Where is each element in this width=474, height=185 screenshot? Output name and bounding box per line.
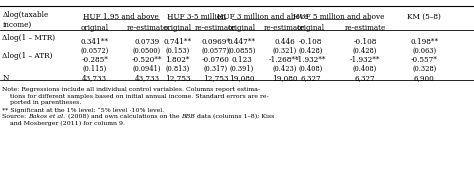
Text: (0.317): (0.317) bbox=[204, 65, 228, 73]
Text: (0.0577): (0.0577) bbox=[201, 47, 230, 55]
Text: -1.268**: -1.268** bbox=[269, 56, 300, 64]
Text: -0.557*: -0.557* bbox=[411, 56, 438, 64]
Text: -0.520**: -0.520** bbox=[132, 56, 162, 64]
Text: tions for different samples based on initial annual income. Standard errors are : tions for different samples based on ini… bbox=[2, 94, 269, 99]
Text: re-estimate: re-estimate bbox=[126, 24, 168, 32]
Text: -0.108: -0.108 bbox=[353, 38, 377, 46]
Text: (0.153): (0.153) bbox=[165, 47, 190, 55]
Text: 0.447**: 0.447** bbox=[228, 38, 256, 46]
Text: 43,733: 43,733 bbox=[135, 74, 159, 82]
Text: (0.408): (0.408) bbox=[298, 65, 323, 73]
Text: and Mosberger (2011) for column 9.: and Mosberger (2011) for column 9. bbox=[2, 121, 125, 126]
Text: original: original bbox=[296, 24, 325, 32]
Text: Δlog(1 – MTR): Δlog(1 – MTR) bbox=[2, 34, 55, 42]
Text: original: original bbox=[164, 24, 192, 32]
Text: KM (5–8): KM (5–8) bbox=[407, 13, 441, 21]
Text: (0.063): (0.063) bbox=[412, 47, 436, 55]
Text: 0.0739: 0.0739 bbox=[134, 38, 160, 46]
Text: original: original bbox=[81, 24, 109, 32]
Text: 19,080: 19,080 bbox=[229, 74, 255, 82]
Text: 0.198**: 0.198** bbox=[410, 38, 438, 46]
Text: (0.328): (0.328) bbox=[412, 65, 437, 73]
Text: HUF 3-5 million: HUF 3-5 million bbox=[167, 13, 226, 21]
Text: -0.108: -0.108 bbox=[299, 38, 322, 46]
Text: (0.391): (0.391) bbox=[229, 65, 254, 73]
Text: (0.0500): (0.0500) bbox=[133, 47, 161, 55]
Text: (0.0855): (0.0855) bbox=[228, 47, 256, 55]
Text: (0.423): (0.423) bbox=[272, 65, 297, 73]
Text: (0.428): (0.428) bbox=[298, 47, 323, 55]
Text: Δlog(1 – ATR): Δlog(1 – ATR) bbox=[2, 52, 53, 60]
Text: re-estimate: re-estimate bbox=[264, 24, 305, 32]
Text: (0.115): (0.115) bbox=[82, 65, 107, 73]
Text: HUF 1.95 and above: HUF 1.95 and above bbox=[83, 13, 159, 21]
Text: Source:: Source: bbox=[2, 114, 28, 119]
Text: 19,080: 19,080 bbox=[272, 74, 297, 82]
Text: -0.0760: -0.0760 bbox=[202, 56, 229, 64]
Text: Δlog(taxable
income): Δlog(taxable income) bbox=[2, 11, 49, 29]
Text: (0.321): (0.321) bbox=[272, 47, 297, 55]
Text: re-estimate: re-estimate bbox=[344, 24, 386, 32]
Text: -1.932**: -1.932** bbox=[295, 56, 326, 64]
Text: 1.802*: 1.802* bbox=[165, 56, 190, 64]
Text: 43,733: 43,733 bbox=[82, 74, 107, 82]
Text: ** Significant at the 1% level; “5% level ·10% level.: ** Significant at the 1% level; “5% leve… bbox=[2, 107, 164, 113]
Text: HUF 3 million and above: HUF 3 million and above bbox=[218, 13, 309, 21]
Text: BBB: BBB bbox=[181, 114, 195, 119]
Text: 0.123: 0.123 bbox=[231, 56, 252, 64]
Text: (2008) and own calculations on the: (2008) and own calculations on the bbox=[65, 114, 181, 119]
Text: 12,753: 12,753 bbox=[165, 74, 191, 82]
Text: -0.285*: -0.285* bbox=[82, 56, 108, 64]
Text: 12,753: 12,753 bbox=[203, 74, 228, 82]
Text: (0.408): (0.408) bbox=[353, 65, 377, 73]
Text: 6,327: 6,327 bbox=[355, 74, 375, 82]
Text: data (columns 1–8); Kiss: data (columns 1–8); Kiss bbox=[195, 114, 274, 119]
Text: 0.741**: 0.741** bbox=[164, 38, 192, 46]
Text: (0.813): (0.813) bbox=[165, 65, 190, 73]
Text: 6,900: 6,900 bbox=[414, 74, 435, 82]
Text: 0.446: 0.446 bbox=[274, 38, 295, 46]
Text: original: original bbox=[228, 24, 256, 32]
Text: 0.0969*: 0.0969* bbox=[201, 38, 230, 46]
Text: Note: Regressions include all individual control variables. Columns report estim: Note: Regressions include all individual… bbox=[2, 87, 260, 92]
Text: HUF 5 million and above: HUF 5 million and above bbox=[293, 13, 384, 21]
Text: 6,327: 6,327 bbox=[300, 74, 321, 82]
Text: Bakos et al.: Bakos et al. bbox=[28, 114, 65, 119]
Text: ported in parentheses.: ported in parentheses. bbox=[2, 100, 82, 105]
Text: re-estimate: re-estimate bbox=[195, 24, 237, 32]
Text: (0.428): (0.428) bbox=[353, 47, 377, 55]
Text: N: N bbox=[2, 74, 9, 82]
Text: -1.932**: -1.932** bbox=[350, 56, 380, 64]
Text: (0.0572): (0.0572) bbox=[81, 47, 109, 55]
Text: (0.0941): (0.0941) bbox=[133, 65, 161, 73]
Text: 0.341**: 0.341** bbox=[81, 38, 109, 46]
